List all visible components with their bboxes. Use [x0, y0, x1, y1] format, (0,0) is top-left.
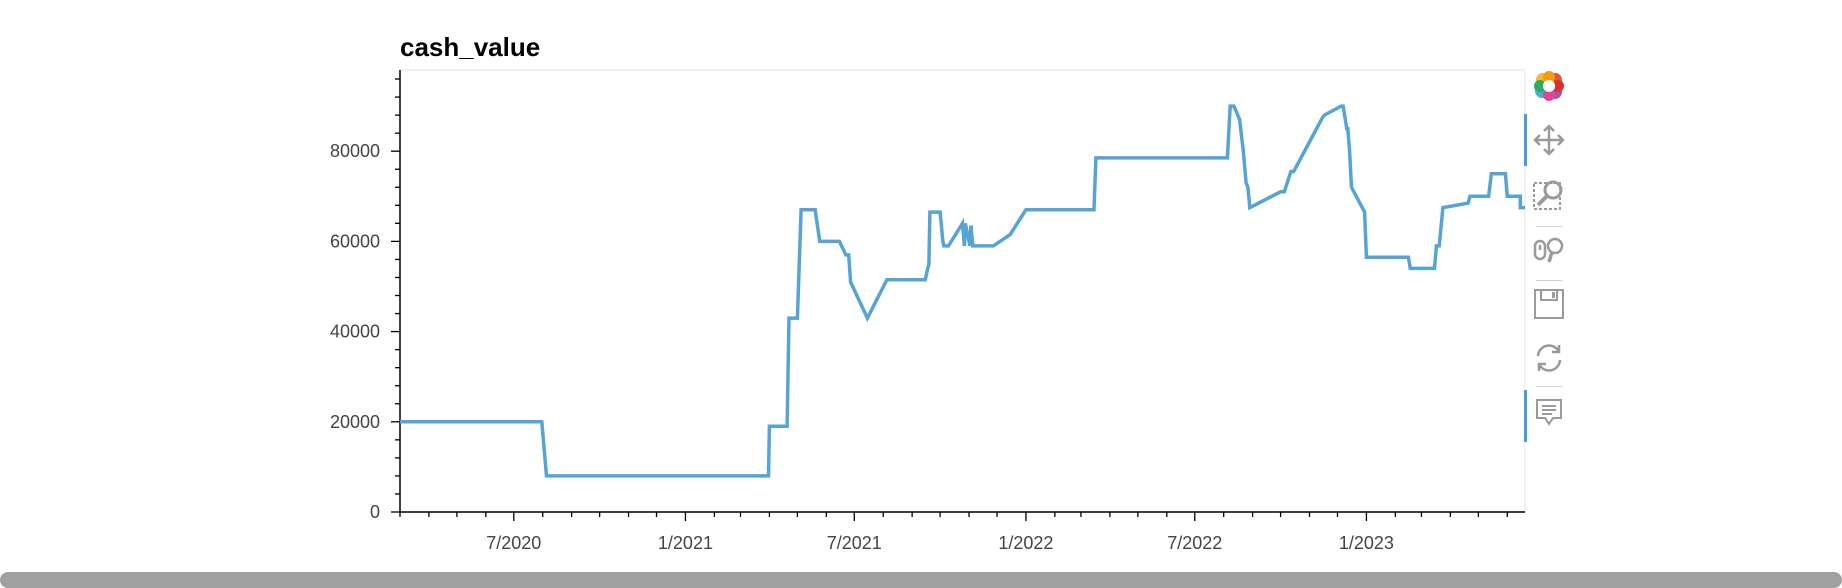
active-tool-indicator	[1524, 390, 1527, 442]
wheel-zoom-icon[interactable]	[1529, 230, 1569, 270]
y-tick-label: 20000	[330, 412, 380, 432]
x-tick-label: 7/2022	[1167, 533, 1222, 553]
y-tick-label: 80000	[330, 141, 380, 161]
hover-icon[interactable]	[1529, 392, 1569, 432]
x-axis: 7/2020 1/2021 7/2021 1/2022 7/2022 1/2023	[399, 511, 1525, 553]
series-line-cash-value	[400, 104, 1525, 478]
chart-title: cash_value	[400, 32, 540, 62]
x-tick-label: 1/2022	[998, 533, 1053, 553]
toolbar	[1524, 66, 1574, 446]
toolbar-separator	[1536, 386, 1562, 387]
toolbar-separator	[1536, 226, 1562, 227]
save-icon[interactable]	[1529, 284, 1569, 324]
y-tick-label: 40000	[330, 322, 380, 342]
y-tick-label: 0	[370, 502, 380, 522]
y-tick-label: 60000	[330, 231, 380, 251]
y-axis: 0 20000 40000 60000 80000	[330, 70, 401, 522]
horizontal-scrollbar[interactable]	[0, 572, 1842, 588]
plot-frame	[399, 69, 1526, 513]
active-tool-indicator	[1524, 114, 1527, 166]
toolbar-separator	[1536, 280, 1562, 281]
x-tick-label: 7/2020	[486, 533, 541, 553]
x-tick-label: 1/2021	[658, 533, 713, 553]
box-zoom-icon[interactable]	[1529, 174, 1569, 214]
x-tick-label: 7/2021	[827, 533, 882, 553]
reset-icon[interactable]	[1529, 338, 1569, 378]
x-tick-label: 1/2023	[1339, 533, 1394, 553]
pan-icon[interactable]	[1529, 120, 1569, 160]
bokeh-logo-icon[interactable]	[1529, 66, 1569, 106]
